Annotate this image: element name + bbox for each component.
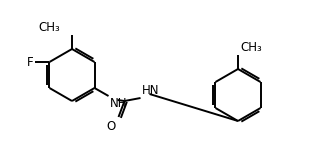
Text: NH: NH xyxy=(109,97,127,110)
Text: O: O xyxy=(106,120,116,133)
Text: F: F xyxy=(27,55,33,68)
Text: CH₃: CH₃ xyxy=(38,21,60,34)
Text: HN: HN xyxy=(141,84,159,97)
Text: CH₃: CH₃ xyxy=(240,41,262,54)
